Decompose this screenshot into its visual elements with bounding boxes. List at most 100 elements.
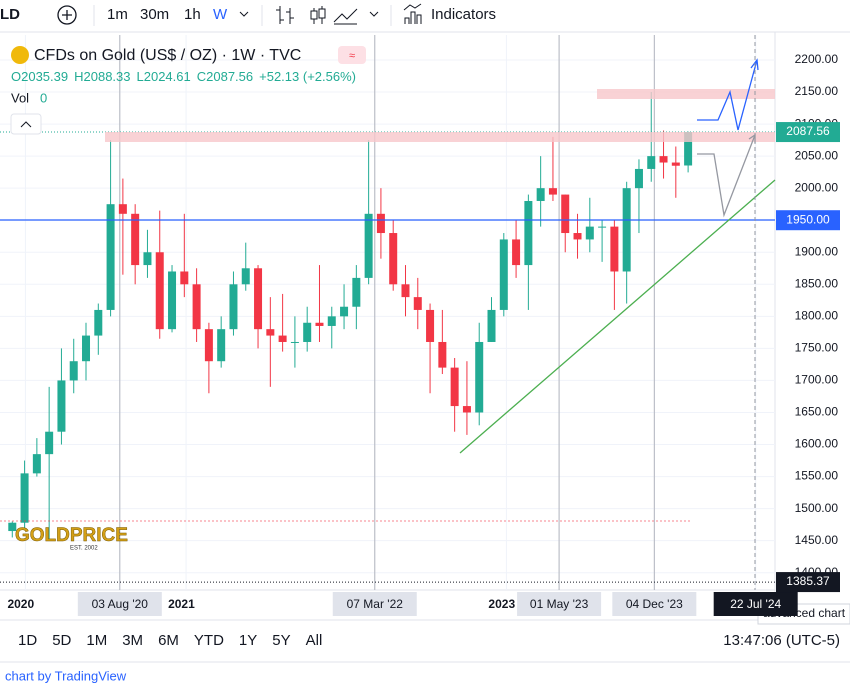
- logo: GOLDPRICE: [15, 525, 128, 546]
- y-tick-label: 1900.00: [795, 244, 839, 258]
- x-tick-label: 2023: [488, 597, 515, 611]
- candle-body: [622, 188, 631, 272]
- candle-body: [131, 213, 140, 266]
- candle-body: [573, 233, 582, 240]
- x-tick-label: 04 Dec '23: [626, 597, 683, 611]
- candle-body: [155, 252, 164, 330]
- arrow-head: [750, 58, 759, 71]
- candle-body: [684, 132, 693, 166]
- candle-body: [401, 284, 410, 298]
- legend-value: H2088.33: [74, 69, 130, 84]
- range-button[interactable]: 6M: [158, 632, 179, 649]
- candle-body: [561, 194, 570, 234]
- candle-body: [340, 306, 349, 317]
- price-badge-label: 2087.56: [786, 124, 830, 138]
- candle-body: [659, 156, 668, 163]
- range-button[interactable]: 1M: [86, 632, 107, 649]
- candle-body: [671, 162, 680, 166]
- range-bar: 1D 5D 1M 3M 6M YTD 1Y 5Y All: [18, 632, 322, 649]
- range-button[interactable]: 1Y: [239, 632, 257, 649]
- candle-icon: [310, 10, 318, 20]
- add-symbol[interactable]: [57, 5, 77, 25]
- interval-active[interactable]: W: [213, 6, 228, 23]
- dropdown[interactable]: [239, 11, 249, 17]
- y-tick-label: 2050.00: [795, 148, 839, 162]
- candle-body: [364, 213, 373, 278]
- indicators[interactable]: Indicators: [431, 6, 496, 23]
- interval[interactable]: 30m: [140, 6, 169, 23]
- collapse-button[interactable]: [10, 113, 42, 135]
- symbol[interactable]: LD: [0, 6, 20, 23]
- plus-icon: [62, 10, 72, 20]
- interval[interactable]: 1m: [107, 6, 128, 23]
- y-tick-label: 1600.00: [795, 437, 839, 451]
- y-tick-label: 1850.00: [795, 276, 839, 290]
- time-marker: [612, 592, 697, 616]
- chevron: [20, 121, 32, 128]
- candle-body: [524, 200, 533, 266]
- candle-body: [32, 454, 41, 474]
- area-icon[interactable]: [333, 8, 358, 25]
- indicators-icon[interactable]: [403, 3, 422, 24]
- candle-body: [512, 239, 521, 266]
- price-badge: [776, 210, 840, 231]
- legend-value: +52.13 (+2.56%): [259, 69, 356, 84]
- time-marker: [517, 592, 602, 616]
- candle-body: [475, 341, 484, 413]
- candle-body: [303, 322, 312, 342]
- candle-body: [462, 406, 471, 413]
- range-button[interactable]: 5D: [52, 632, 71, 649]
- candle-body: [118, 204, 127, 214]
- time-marker: [713, 592, 798, 616]
- candle-body: [389, 233, 398, 285]
- volume-value: 0: [40, 90, 47, 105]
- range-button[interactable]: YTD: [194, 632, 224, 649]
- resistance-zone: [597, 89, 775, 99]
- logo-sub: EST. 2002: [70, 546, 98, 552]
- y-tick-label: 1750.00: [795, 341, 839, 355]
- candle-body: [634, 168, 643, 189]
- clock: 13:47:06 (UTC-5): [723, 632, 840, 649]
- y-tick-label: 1500.00: [795, 501, 839, 515]
- bars-icon[interactable]: [276, 6, 294, 24]
- x-tick-label: 22 Jul '24: [730, 597, 781, 611]
- range-button[interactable]: 5Y: [272, 632, 290, 649]
- candle-body: [290, 341, 299, 343]
- candle-body: [94, 309, 103, 336]
- candle-body: [168, 271, 177, 330]
- price-badge-label: 1950.00: [786, 212, 830, 226]
- candle-body: [438, 341, 447, 368]
- projection-alt: [697, 134, 756, 218]
- x-tick-label: 01 May '23: [530, 597, 589, 611]
- dropdown[interactable]: [369, 11, 379, 17]
- candle-body: [229, 284, 238, 330]
- range-button[interactable]: 1D: [18, 632, 37, 649]
- interval[interactable]: 1h: [184, 6, 201, 23]
- candle-body: [315, 322, 324, 326]
- candle-body: [204, 329, 213, 362]
- price-badge: [776, 122, 840, 143]
- resistance-zone: [105, 132, 775, 142]
- y-tick-label: 1550.00: [795, 469, 839, 483]
- candle-body: [82, 335, 91, 362]
- candle-body: [499, 239, 508, 310]
- y-tick-label: 1800.00: [795, 309, 839, 323]
- candle-body: [376, 213, 385, 234]
- footer[interactable]: chart by TradingView: [5, 668, 127, 683]
- flag[interactable]: [338, 46, 366, 64]
- range-button[interactable]: 3M: [122, 632, 143, 649]
- candle-body: [598, 226, 607, 228]
- candle-body: [278, 335, 287, 342]
- x-tick-label: 07 Mar '22: [347, 597, 404, 611]
- y-tick-label: 2150.00: [795, 84, 839, 98]
- candle-body: [548, 188, 557, 195]
- range-button[interactable]: All: [306, 632, 323, 649]
- y-tick-label: 2200.00: [795, 52, 839, 66]
- candle-body: [487, 309, 496, 342]
- projection-up: [697, 59, 758, 131]
- candle-body: [254, 268, 263, 330]
- candle-body: [450, 367, 459, 407]
